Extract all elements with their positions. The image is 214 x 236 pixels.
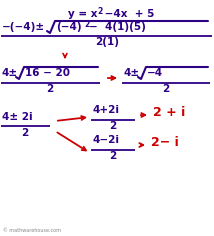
Text: −4: −4: [147, 68, 163, 78]
Text: 4± 2i: 4± 2i: [2, 112, 33, 122]
Text: (−4): (−4): [56, 22, 82, 32]
Text: 4−2i: 4−2i: [93, 135, 120, 145]
Text: y = x: y = x: [68, 9, 98, 19]
Text: 2: 2: [46, 84, 54, 94]
Text: 4±: 4±: [2, 68, 18, 78]
Text: 4±: 4±: [124, 68, 140, 78]
Text: 2− i: 2− i: [151, 136, 179, 149]
Text: 2 + i: 2 + i: [153, 106, 185, 119]
Text: 2(1): 2(1): [95, 37, 119, 47]
Text: −4x  + 5: −4x + 5: [101, 9, 154, 19]
Text: 16 − 20: 16 − 20: [25, 68, 70, 78]
Text: 2: 2: [109, 121, 117, 131]
Text: 2: 2: [109, 151, 117, 161]
Text: © mathwarehouse.com: © mathwarehouse.com: [3, 228, 61, 233]
Text: −(−4)±: −(−4)±: [2, 22, 45, 32]
Text: 2: 2: [97, 7, 102, 16]
Text: 2: 2: [84, 20, 89, 29]
Text: 2: 2: [162, 84, 170, 94]
Text: 4+2i: 4+2i: [93, 105, 120, 115]
Text: 2: 2: [21, 128, 29, 138]
Text: −  4(1)(5): − 4(1)(5): [89, 22, 146, 32]
